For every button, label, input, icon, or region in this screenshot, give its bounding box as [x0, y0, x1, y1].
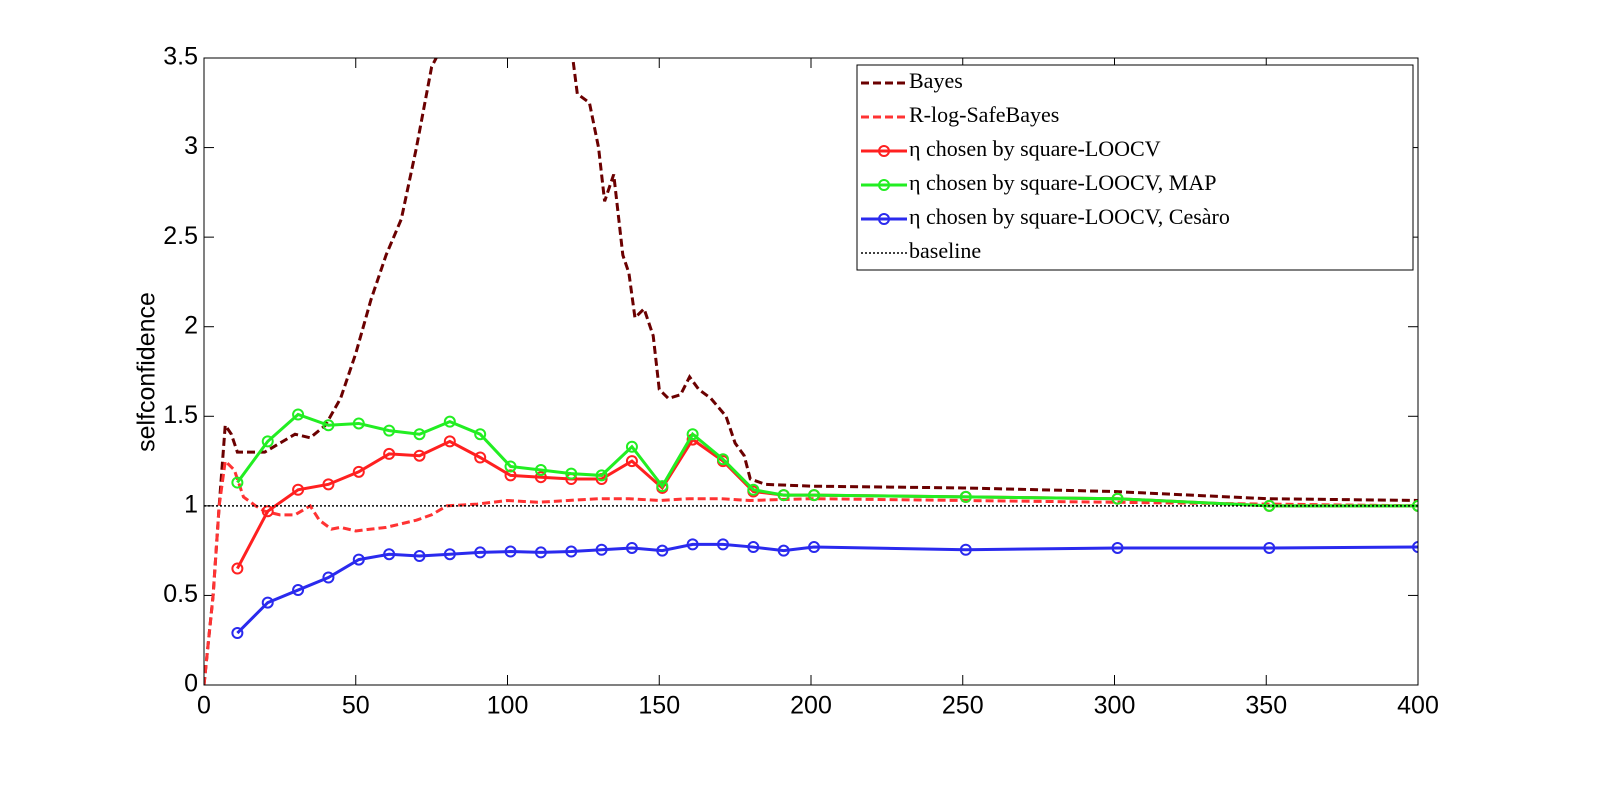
series-marker	[474, 428, 487, 441]
legend-marker	[878, 145, 890, 157]
series-marker	[1111, 492, 1124, 505]
plot-frame	[203, 57, 1419, 686]
series-marker	[777, 489, 790, 502]
y-tick-label: 1.5	[163, 401, 198, 429]
x-tick-label: 150	[638, 692, 680, 720]
series-marker	[595, 543, 608, 556]
series-marker	[504, 545, 517, 558]
series-marker	[504, 469, 517, 482]
legend-marker	[878, 213, 890, 225]
series-marker	[716, 538, 729, 551]
series-marker	[565, 467, 578, 480]
series-marker	[959, 543, 972, 556]
x-tick-label: 400	[1397, 692, 1439, 720]
series-marker	[322, 571, 335, 584]
series-marker	[656, 544, 669, 557]
plot-lines	[204, 58, 1418, 685]
series-marker	[504, 460, 517, 473]
series-line	[204, 58, 1418, 685]
series-marker	[625, 541, 638, 554]
series-marker	[534, 471, 547, 484]
series-marker	[474, 451, 487, 464]
series-marker	[1412, 541, 1418, 554]
legend-label: Bayes	[909, 68, 963, 93]
series-marker	[747, 541, 760, 554]
series-marker	[959, 490, 972, 503]
series-marker	[383, 424, 396, 437]
series-marker	[1263, 541, 1276, 554]
series-marker	[261, 596, 274, 609]
series-marker	[625, 440, 638, 453]
series-marker	[443, 435, 456, 448]
y-tick-label: 3	[184, 132, 198, 160]
series-marker	[231, 562, 244, 575]
series-marker	[534, 464, 547, 477]
series-marker	[231, 476, 244, 489]
y-tick-label: 0.5	[163, 580, 198, 608]
legend-label: η chosen by square-LOOCV, Cesàro	[909, 204, 1230, 229]
series-marker	[686, 428, 699, 441]
series-marker	[352, 465, 365, 478]
series-marker	[777, 544, 790, 557]
series-marker	[292, 483, 305, 496]
series-marker	[413, 428, 426, 441]
legend-box	[856, 64, 1414, 271]
series-marker	[443, 415, 456, 428]
series-line	[204, 457, 1418, 685]
series-marker	[565, 545, 578, 558]
series-marker	[474, 546, 487, 559]
y-tick-label: 2	[184, 311, 198, 339]
series-marker	[747, 483, 760, 496]
series-marker	[595, 469, 608, 482]
series-marker	[413, 550, 426, 563]
series-marker	[383, 447, 396, 460]
legend-marker	[878, 179, 890, 191]
series-marker	[322, 419, 335, 432]
y-tick-label: 3.5	[163, 43, 198, 71]
series-marker	[413, 449, 426, 462]
series-marker	[808, 541, 821, 554]
x-tick-label: 350	[1245, 692, 1287, 720]
x-tick-label: 50	[342, 692, 370, 720]
x-tick-label: 250	[942, 692, 984, 720]
series-marker	[352, 553, 365, 566]
series-marker	[292, 408, 305, 421]
series-marker	[383, 548, 396, 561]
series-marker	[625, 455, 638, 468]
series-marker	[656, 480, 669, 493]
x-tick-label: 0	[197, 692, 211, 720]
legend-label: baseline	[909, 238, 981, 263]
series-marker	[261, 435, 274, 448]
x-tick-label: 300	[1094, 692, 1136, 720]
series-marker	[716, 453, 729, 466]
series-marker	[1111, 541, 1124, 554]
legend-label: η chosen by square-LOOCV	[909, 136, 1161, 161]
y-tick-label: 1	[184, 490, 198, 518]
series-marker	[322, 478, 335, 491]
series-marker	[443, 548, 456, 561]
series-marker	[261, 505, 274, 518]
series-marker	[534, 546, 547, 559]
series-marker	[808, 489, 821, 502]
series-marker	[292, 584, 305, 597]
series-marker	[231, 627, 244, 640]
legend-label: R-log-SafeBayes	[909, 102, 1059, 127]
series-marker	[352, 417, 365, 430]
series-marker	[686, 538, 699, 551]
x-tick-label: 200	[790, 692, 832, 720]
y-tick-label: 0	[184, 670, 198, 698]
x-tick-label: 100	[487, 692, 529, 720]
legend-label: η chosen by square-LOOCV, MAP	[909, 170, 1216, 195]
y-axis-label: selfconfidence	[133, 292, 161, 452]
y-tick-label: 2.5	[163, 222, 198, 250]
